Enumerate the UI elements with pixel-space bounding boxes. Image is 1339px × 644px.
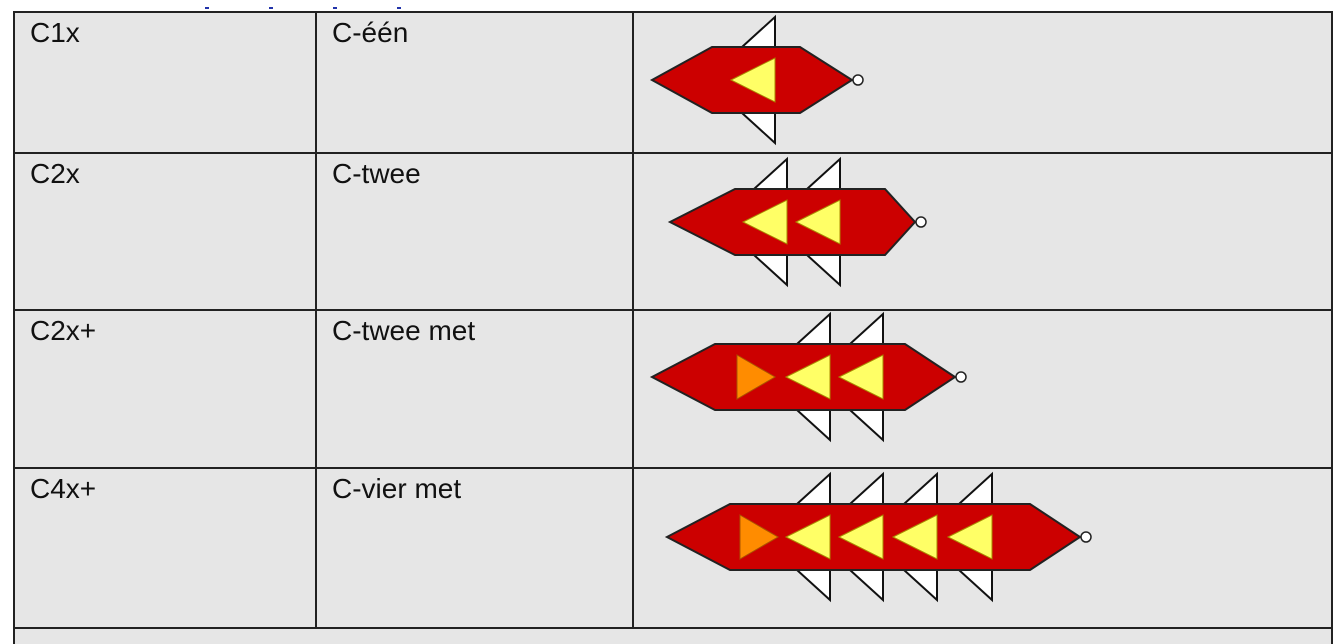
yellow-arrow xyxy=(946,514,993,560)
name-cell: C-vier met xyxy=(332,473,461,504)
code-cell: C4x+ xyxy=(30,473,96,504)
yellow-arrow xyxy=(837,514,884,560)
table-background xyxy=(13,11,1333,644)
yellow-arrow xyxy=(784,514,831,560)
tow-point xyxy=(852,74,864,86)
tow-point xyxy=(915,216,927,228)
name-cell: C-twee met xyxy=(332,315,475,346)
code-cell: C2x xyxy=(30,158,80,189)
orange-arrow xyxy=(736,354,776,400)
name-cell: C-één xyxy=(332,17,408,48)
code-cell: C2x+ xyxy=(30,315,96,346)
tow-point xyxy=(1080,531,1092,543)
yellow-arrow xyxy=(794,199,841,245)
hull xyxy=(667,188,917,256)
yellow-arrow xyxy=(729,57,776,103)
yellow-arrow xyxy=(741,199,788,245)
yellow-arrow xyxy=(837,354,884,400)
yellow-arrow xyxy=(784,354,831,400)
name-cell: C-twee xyxy=(332,158,421,189)
tow-point xyxy=(955,371,967,383)
orange-arrow xyxy=(739,514,779,560)
code-cell: C1x xyxy=(30,17,80,48)
yellow-arrow xyxy=(891,514,938,560)
